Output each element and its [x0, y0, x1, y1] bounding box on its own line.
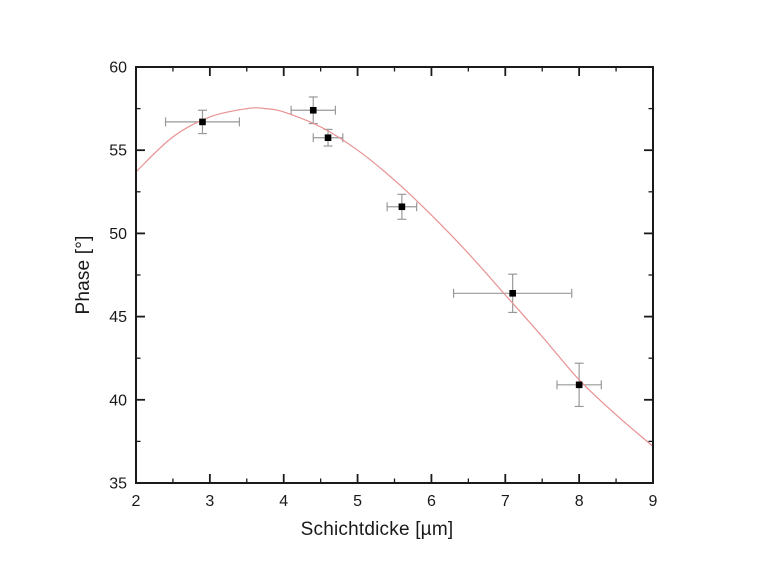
x-axis-title: Schichtdicke [µm] [300, 519, 454, 540]
x-tick-label: 5 [353, 493, 362, 510]
y-tick-label: 40 [109, 392, 127, 409]
x-tick-label: 6 [427, 493, 436, 510]
x-tick-label: 9 [649, 493, 658, 510]
data-point-marker [509, 290, 516, 297]
data-point-marker [324, 134, 332, 142]
data-point-marker [398, 203, 406, 211]
plot-frame [135, 66, 654, 484]
data-point-marker [575, 381, 583, 389]
y-tick-label: 55 [109, 143, 127, 160]
y-tick-label: 35 [109, 476, 127, 493]
y-tick-label: 50 [109, 226, 127, 243]
y-tick-label: 45 [109, 309, 127, 326]
data-point-marker [199, 118, 206, 126]
data-point-marker [309, 106, 317, 114]
x-tick-label: 7 [501, 493, 510, 510]
x-tick-label: 3 [205, 493, 214, 510]
x-tick-label: 4 [279, 493, 288, 510]
fit-curve [135, 107, 654, 447]
y-axis-title: Phase [°] [73, 235, 94, 315]
x-tick-label: 8 [575, 493, 584, 510]
y-tick-label: 60 [109, 60, 127, 77]
x-tick-label: 2 [132, 493, 141, 510]
